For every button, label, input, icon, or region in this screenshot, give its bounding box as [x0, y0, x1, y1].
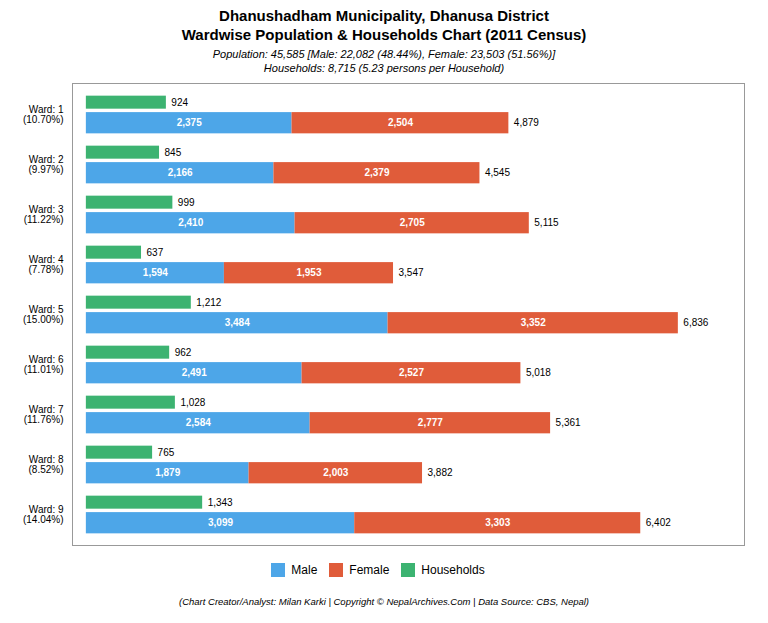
html-text:(Chart Creator/Analyst: Milan: (Chart Creator/Analyst: Milan Karki | Co… — [179, 596, 589, 607]
svg-text:765: 765 — [158, 447, 175, 458]
svg-text:962: 962 — [175, 347, 192, 358]
svg-text:Ward: 5(15.00%): Ward: 5(15.00%) — [23, 304, 64, 325]
svg-text:2,166: 2,166 — [168, 167, 193, 178]
svg-text:Ward: 1(10.70%): Ward: 1(10.70%) — [23, 104, 64, 125]
svg-text:Ward: 9(14.04%): Ward: 9(14.04%) — [23, 504, 64, 525]
html-text:Population: 45,585 [Male: 22,0: Population: 45,585 [Male: 22,082 (48.44%… — [212, 48, 556, 74]
svg-text:2,504: 2,504 — [388, 117, 413, 128]
svg-text:637: 637 — [147, 247, 164, 258]
svg-text:2,491: 2,491 — [182, 367, 207, 378]
svg-text:3,352: 3,352 — [521, 317, 546, 328]
svg-text:1,212: 1,212 — [196, 297, 221, 308]
svg-text:Ward: 8(8.52%): Ward: 8(8.52%) — [28, 454, 63, 475]
svg-text:Ward: 7(11.76%): Ward: 7(11.76%) — [24, 404, 64, 425]
html-text:Dhanushadham Municipality, Dha: Dhanushadham Municipality, Dhanusa Distr… — [181, 7, 587, 43]
svg-text:Ward: 2(9.97%): Ward: 2(9.97%) — [28, 154, 63, 175]
svg-text:4,545: 4,545 — [485, 167, 510, 178]
svg-text:1,594: 1,594 — [143, 267, 168, 278]
svg-text:3,303: 3,303 — [485, 517, 510, 528]
svg-text:4,879: 4,879 — [514, 117, 539, 128]
svg-text:2,705: 2,705 — [400, 217, 425, 228]
svg-text:845: 845 — [165, 147, 182, 158]
svg-text:5,018: 5,018 — [526, 367, 551, 378]
html-text:Female: Female — [349, 562, 390, 577]
svg-text:Ward: 3(11.22%): Ward: 3(11.22%) — [24, 204, 64, 225]
html-text:Households: Households — [421, 562, 485, 577]
svg-text:3,484: 3,484 — [225, 317, 250, 328]
svg-text:3,882: 3,882 — [428, 467, 453, 478]
svg-text:2,003: 2,003 — [323, 467, 348, 478]
svg-text:1,953: 1,953 — [296, 267, 321, 278]
svg-text:5,361: 5,361 — [556, 417, 581, 428]
svg-text:Ward: 6(11.01%): Ward: 6(11.01%) — [24, 354, 64, 375]
svg-text:999: 999 — [178, 197, 195, 208]
svg-text:6,402: 6,402 — [646, 517, 671, 528]
svg-text:2,584: 2,584 — [186, 417, 211, 428]
svg-text:3,547: 3,547 — [399, 267, 424, 278]
svg-text:Ward: 4(7.78%): Ward: 4(7.78%) — [28, 254, 63, 275]
svg-text:924: 924 — [171, 97, 188, 108]
svg-text:1,028: 1,028 — [180, 397, 205, 408]
svg-text:2,379: 2,379 — [364, 167, 389, 178]
svg-text:1,879: 1,879 — [155, 467, 180, 478]
svg-text:2,777: 2,777 — [418, 417, 443, 428]
svg-text:3,099: 3,099 — [208, 517, 233, 528]
svg-text:2,527: 2,527 — [399, 367, 424, 378]
svg-text:6,836: 6,836 — [683, 317, 708, 328]
svg-text:5,115: 5,115 — [534, 217, 559, 228]
svg-text:1,343: 1,343 — [208, 497, 233, 508]
svg-text:2,375: 2,375 — [177, 117, 202, 128]
html-text:Male: Male — [291, 562, 318, 577]
svg-text:2,410: 2,410 — [178, 217, 203, 228]
